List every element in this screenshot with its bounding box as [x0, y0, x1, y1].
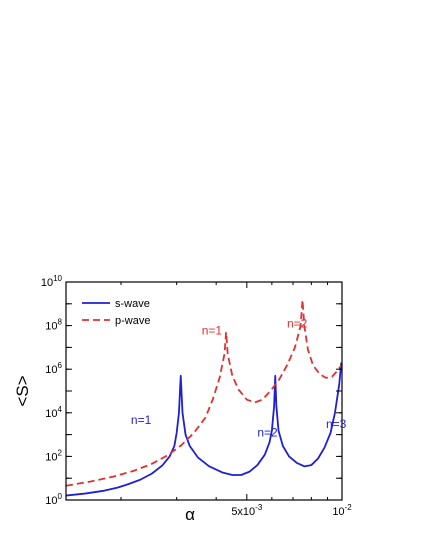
ticks-layer	[66, 281, 343, 501]
y-tick-label: 1010	[41, 274, 63, 289]
annotation-label: n=2	[287, 317, 308, 331]
y-tick-label: 100	[45, 492, 62, 507]
x-axis-label: α	[185, 505, 195, 524]
annotation-label: n=2	[257, 426, 278, 440]
series-layer	[66, 299, 342, 497]
annotation-label: n=1	[131, 413, 152, 427]
y-tick-label: 102	[45, 448, 62, 463]
x-tick-label: 5x10-3	[231, 503, 263, 518]
annotation-label: n=1	[202, 323, 223, 337]
x-tick-label: 10-2	[332, 503, 352, 518]
y-tick-label: 104	[45, 405, 62, 420]
tick-labels: 100 102 104 106 108 1010 5x10-3 10-2	[41, 274, 352, 518]
series-line-p-wave	[66, 299, 342, 487]
legend: s-wave p-wave	[82, 298, 150, 327]
legend-label-s-wave: s-wave	[115, 298, 150, 310]
annotations: n=1 n=2 n=3 n=1 n=2	[131, 317, 347, 440]
legend-label-p-wave: p-wave	[115, 315, 150, 327]
y-tick-label: 106	[45, 361, 62, 376]
y-tick-label: 108	[45, 318, 62, 333]
y-axis-label: <S>	[13, 375, 32, 406]
series-line-s-wave	[66, 362, 342, 497]
annotation-label: n=3	[326, 417, 347, 431]
